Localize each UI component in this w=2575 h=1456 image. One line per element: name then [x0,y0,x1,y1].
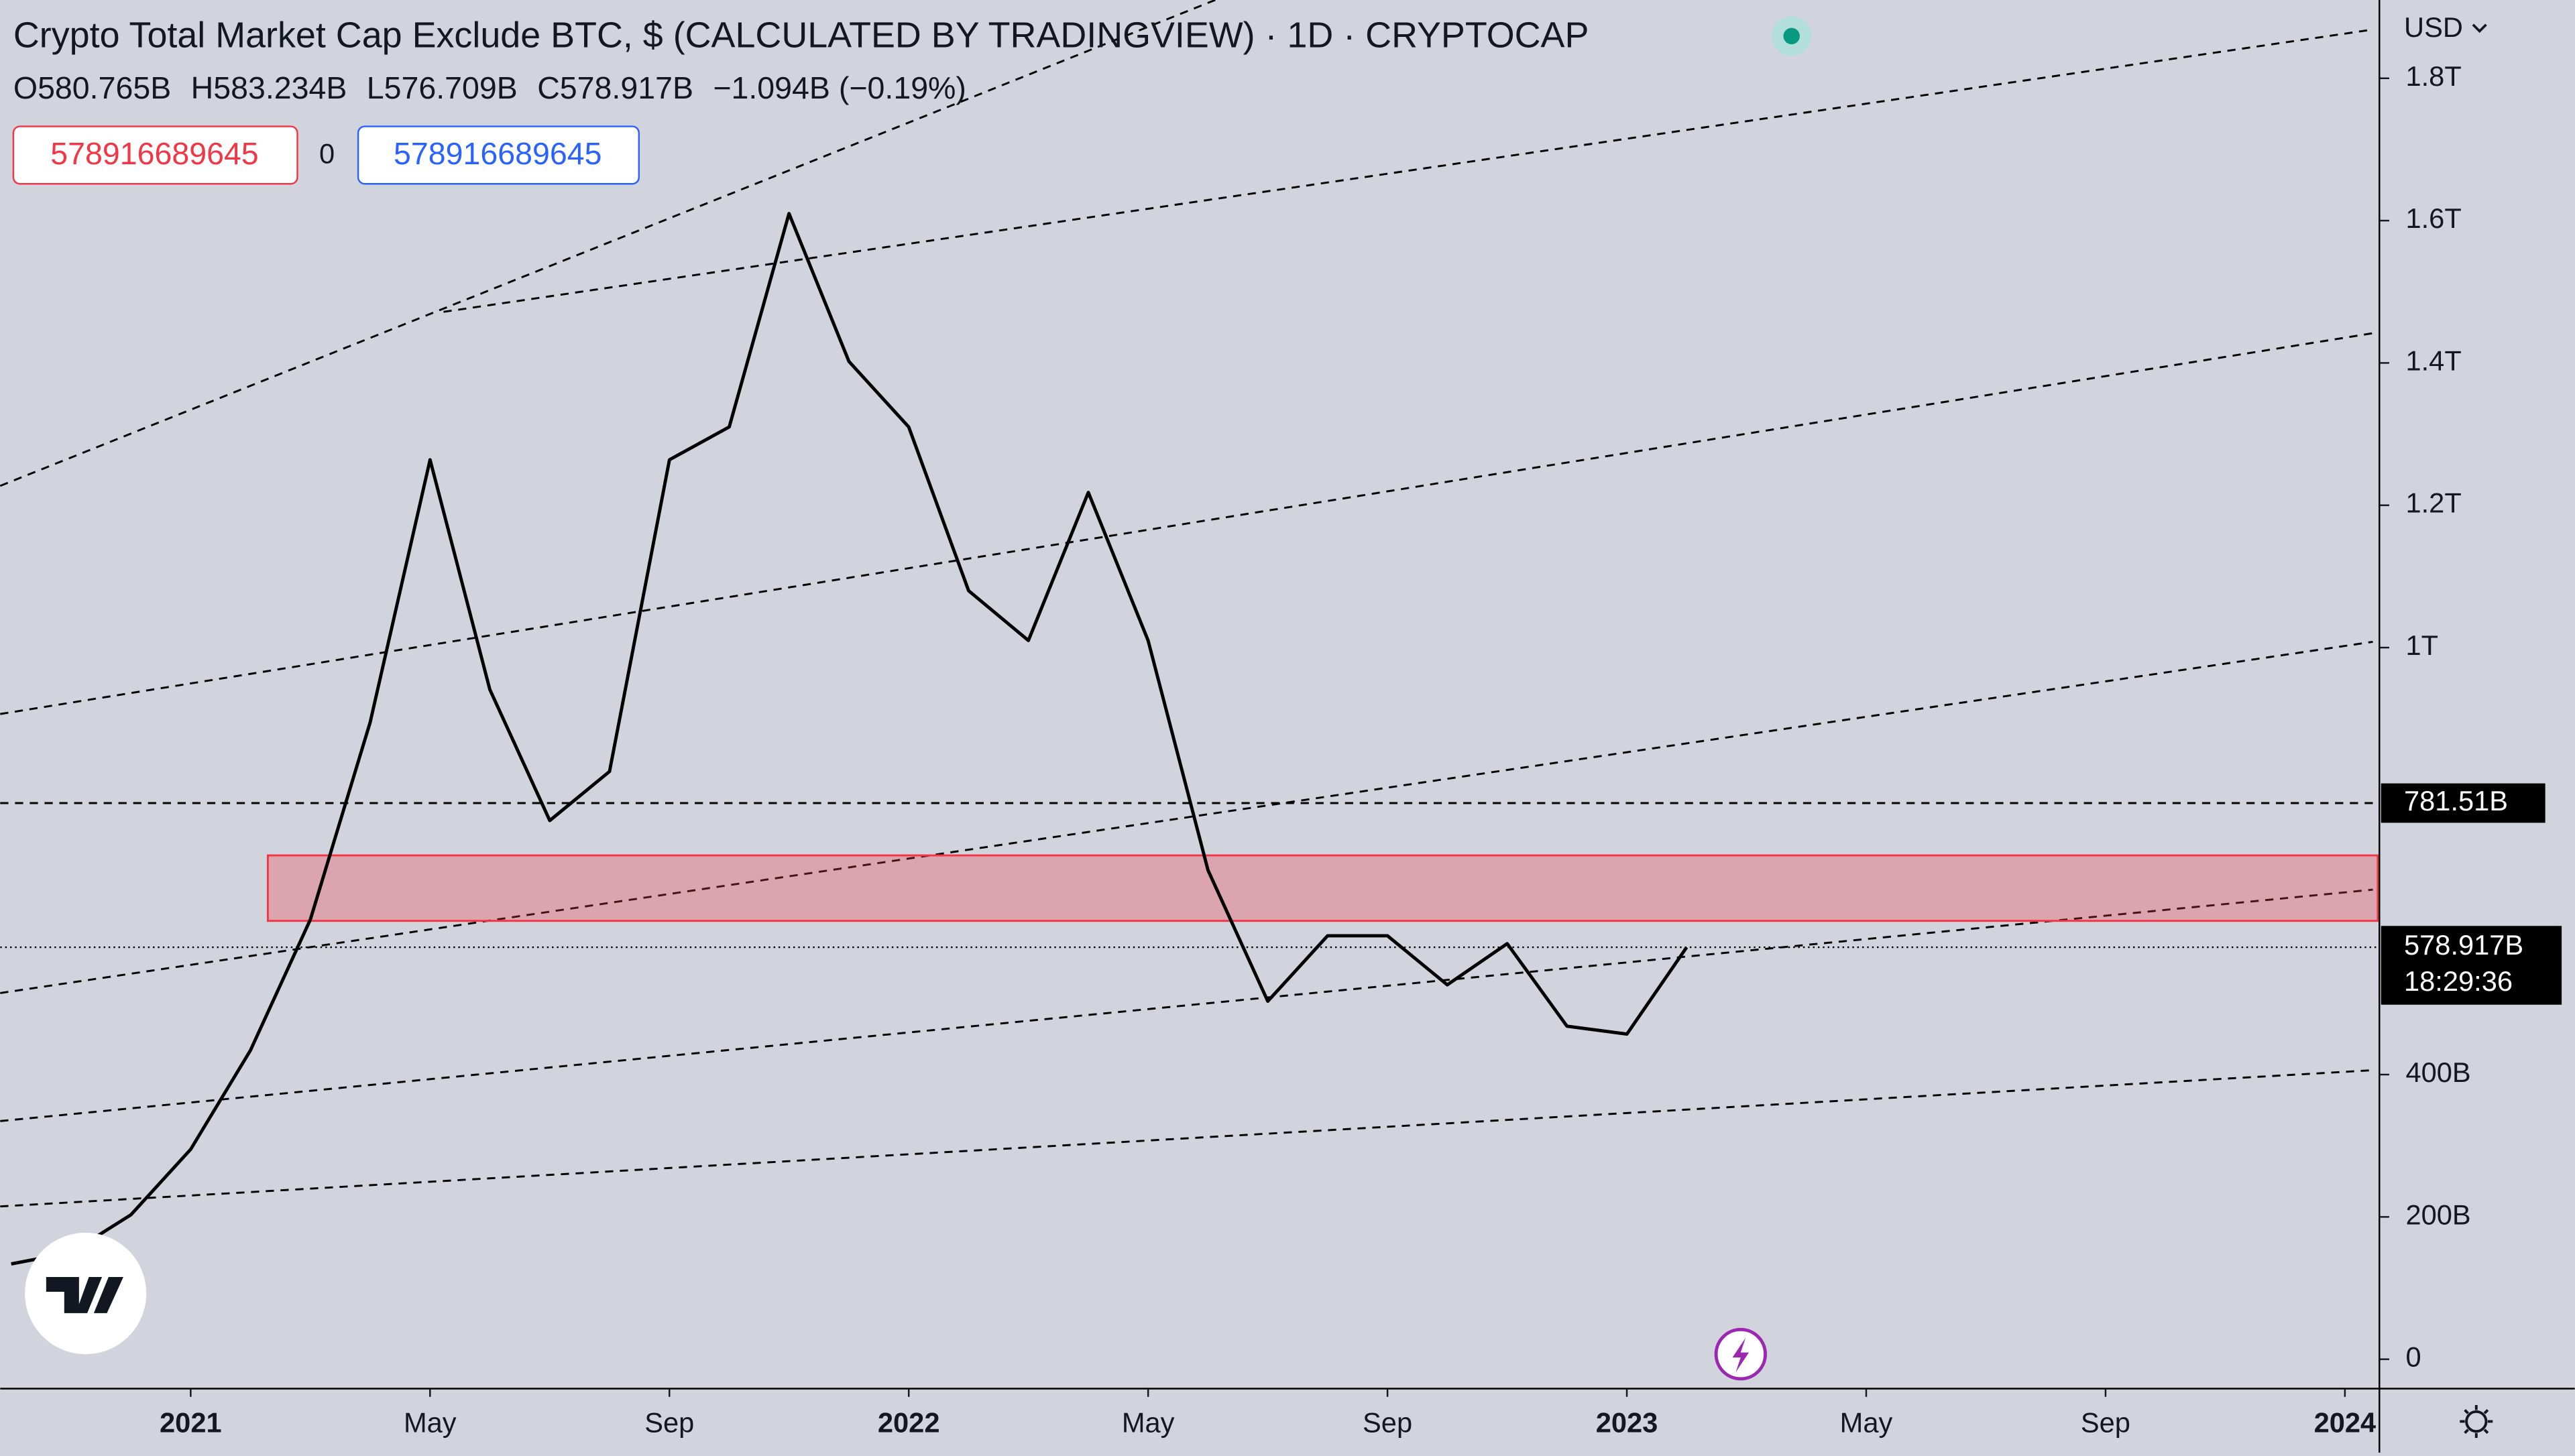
x-tick-label: May [1840,1406,1893,1438]
x-tick-label: 2023 [1596,1406,1658,1438]
y-tick-label: 0 [2405,1341,2421,1373]
last-label-box [2381,926,2562,1005]
lightning-icon [1732,1337,1750,1373]
trend-line [0,0,1216,487]
settings-icon[interactable] [2460,1404,2493,1438]
y-tick-label: 400B [2405,1056,2470,1088]
chart-title: Crypto Total Market Cap Exclude BTC, $ (… [13,15,1589,56]
ohlc: O580.765B H583.234B L576.709B C578.917B −1.0… [13,70,966,105]
ohlc-value: L576.709B [367,70,518,105]
x-tick-label: Sep [2081,1406,2130,1438]
x-tick-label: Sep [644,1406,694,1438]
input-value: 0 [319,138,335,170]
y-tick-label: 1.4T [2405,345,2461,376]
currency-caret [2472,23,2487,34]
ohlc-value: O580.765B [13,70,171,105]
trend-line [0,332,2373,715]
ohlc-value: H583.234B [191,70,347,105]
x-tick-label: 2021 [160,1406,222,1438]
input-value: 578916689645 [394,136,602,171]
y-tick-label: 1T [2405,629,2438,661]
x-tick-label: May [404,1406,457,1438]
ohlc-value: C578.917B [537,70,693,105]
y-tick-label: 1.2T [2405,487,2461,519]
status-dot [1783,27,1800,45]
y-tick-label: 200B [2405,1199,2470,1230]
ohlc-value: −1.094B (−0.19%) [713,70,966,105]
countdown: 18:29:36 [2404,965,2513,997]
trend-line [0,888,2373,1122]
input-value: 578916689645 [50,136,258,171]
y-tick-label: 1.6T [2405,202,2461,234]
trend-lines [0,0,2373,1208]
price-label: 781.51B [2404,785,2508,816]
logo-mark [46,1277,123,1313]
zone [266,854,2379,922]
x-tick-label: May [1122,1406,1175,1438]
plot [0,212,2379,1266]
last-label: 578.917B [2404,929,2523,961]
trend-line [0,640,2373,994]
input-box[interactable] [357,125,640,185]
x-tick-label: 2024 [2314,1406,2377,1438]
currency[interactable]: USD [2404,11,2463,43]
y-tick-label: 1.8T [2405,60,2461,92]
price-label-box [2381,783,2545,823]
price-line-series [11,212,1689,1266]
x-tick-label: 2022 [878,1406,940,1438]
trend-line [0,1069,2373,1208]
x-tick-label: Sep [1363,1406,1412,1438]
input-box[interactable] [12,125,298,185]
